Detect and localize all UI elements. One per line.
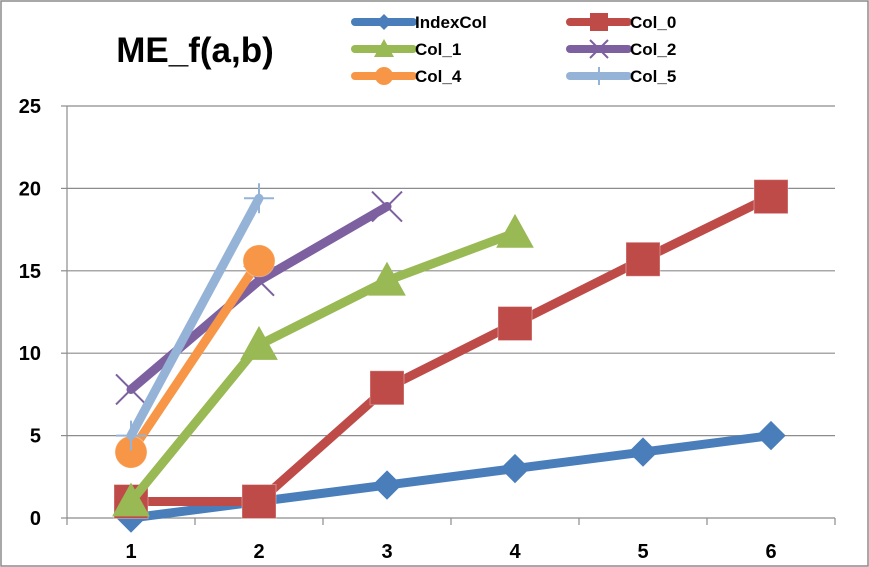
data-point	[371, 190, 403, 223]
y-tick-label: 20	[19, 178, 41, 200]
x-tick-label: 2	[253, 541, 264, 563]
legend-entry-col-0: Col_0	[566, 13, 676, 32]
legend-entry-col-1: Col_1	[351, 39, 461, 59]
data-point	[116, 420, 146, 451]
legend-entry-col-4: Col_4	[351, 67, 462, 86]
data-point	[497, 306, 533, 342]
series-line	[126, 193, 264, 441]
data-point	[500, 453, 530, 484]
legend-marker	[590, 13, 608, 31]
data-point	[753, 179, 789, 215]
x-tick-label: 5	[637, 541, 648, 563]
chart-title: ME_f(a,b)	[116, 31, 274, 70]
legend-marker	[376, 14, 392, 30]
data-point	[368, 261, 406, 296]
legend-marker	[590, 67, 608, 85]
data-point	[242, 244, 276, 278]
x-tick-label: 1	[125, 541, 136, 563]
y-tick-label: 5	[30, 426, 41, 448]
legend-entry-indexcol: IndexCol	[351, 13, 487, 32]
legend-label: Col_5	[630, 67, 676, 86]
data-point	[625, 241, 661, 277]
series-col-4	[114, 244, 276, 469]
data-point	[372, 470, 402, 500]
legend-label: IndexCol	[415, 13, 487, 32]
legend-marker	[589, 39, 609, 59]
legend-entry-col-5: Col_5	[566, 67, 676, 86]
legend-marker	[375, 67, 393, 85]
series-col-5	[116, 183, 274, 451]
legend-entry-col-2: Col_2	[566, 39, 676, 59]
x-tick-label: 6	[765, 541, 776, 563]
axes: 0 5 10 15 20 25 1 2 3 4 5 6	[19, 96, 836, 563]
legend: IndexCol Col_0 Col_1 Col_2 Col_4 Col_5	[351, 13, 676, 86]
series-col-0	[113, 179, 789, 520]
legend-label: Col_4	[415, 67, 462, 86]
legend-marker	[374, 39, 394, 57]
y-tick-label: 10	[19, 343, 41, 365]
data-point	[241, 484, 277, 520]
legend-label: Col_0	[630, 13, 676, 32]
series-line	[126, 256, 264, 457]
series-col-1	[112, 213, 534, 517]
data-point	[115, 373, 147, 406]
series-layer	[112, 179, 789, 533]
data-point	[112, 482, 150, 517]
x-tick-label: 3	[381, 541, 392, 563]
data-point	[369, 370, 405, 406]
y-tick-label: 25	[19, 96, 41, 118]
data-point	[496, 213, 534, 248]
data-point	[244, 183, 274, 214]
legend-label: Col_2	[630, 40, 676, 59]
x-tick-label: 4	[509, 541, 521, 563]
data-point	[240, 325, 278, 360]
series-line	[126, 192, 776, 507]
series-line	[126, 228, 520, 507]
data-point	[756, 420, 786, 451]
legend-label: Col_1	[415, 40, 461, 59]
y-tick-label: 15	[19, 261, 41, 283]
y-tick-label: 0	[30, 508, 41, 530]
data-point	[628, 437, 658, 467]
